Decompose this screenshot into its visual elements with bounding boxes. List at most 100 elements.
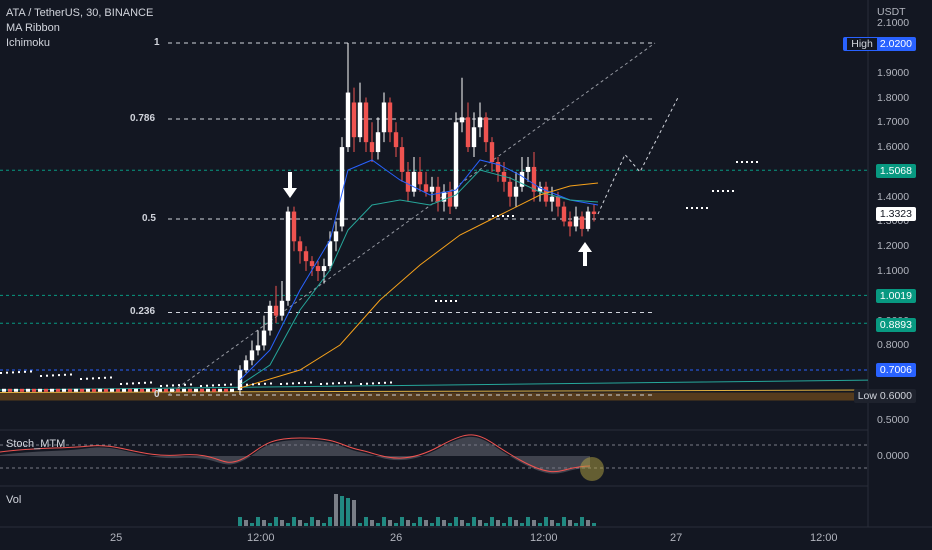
candle	[243, 360, 249, 371]
high-tag: High	[847, 38, 877, 50]
candle	[333, 231, 339, 242]
ichimoku-dot	[270, 382, 272, 385]
candle	[561, 206, 567, 222]
fib-level-label: 1	[154, 36, 160, 48]
time-tick: 12:00	[810, 532, 838, 544]
ichimoku-dot	[746, 161, 748, 163]
ichimoku-dot	[86, 377, 88, 380]
osc-area	[0, 436, 590, 474]
candle	[579, 216, 585, 229]
candle	[80, 388, 84, 392]
volume-bar	[472, 517, 476, 526]
ichimoku-dot	[712, 190, 714, 192]
symbol-title[interactable]: ATA / TetherUS, 30, BINANCE	[6, 7, 154, 19]
ichimoku-dot	[212, 384, 214, 387]
candle	[285, 211, 291, 301]
ichimoku-dot	[80, 378, 82, 380]
candle	[585, 211, 591, 229]
candle	[489, 142, 495, 162]
current-price-badge: 1.3323	[875, 207, 916, 221]
candle	[567, 221, 573, 227]
ichimoku-dot	[455, 300, 457, 302]
candle	[393, 132, 399, 148]
price-tick: 1.4000	[877, 190, 910, 203]
candle	[164, 388, 168, 392]
candle	[26, 388, 30, 392]
candle	[218, 388, 222, 392]
candle	[273, 305, 279, 316]
candle	[399, 147, 405, 172]
candle	[375, 132, 381, 153]
volume-label[interactable]: Vol	[6, 494, 22, 506]
volume-bar	[568, 520, 572, 526]
ichimoku-dot	[218, 384, 220, 387]
price-tick: 1.7000	[877, 116, 910, 129]
volume-bar	[592, 523, 596, 526]
candle	[14, 388, 18, 392]
indicator-ma-ribbon[interactable]: MA Ribbon	[6, 22, 60, 34]
ichimoku-dot	[326, 382, 328, 385]
candle	[116, 388, 120, 392]
candle	[531, 166, 537, 192]
ichimoku-dot	[435, 300, 437, 302]
ichimoku-dot	[104, 376, 106, 379]
volume-bar	[484, 523, 488, 526]
ichimoku-dot	[252, 383, 254, 386]
volume-bar	[418, 517, 422, 526]
ichimoku-dot	[338, 382, 340, 385]
indicator-ichimoku[interactable]: Ichimoku	[6, 37, 51, 49]
volume-bar	[550, 520, 554, 526]
time-tick: 12:00	[530, 532, 558, 544]
volume-bar	[526, 517, 530, 526]
candle	[405, 171, 411, 192]
candle	[525, 166, 531, 172]
volume-bar	[448, 523, 452, 526]
price-tick: 1.1000	[877, 265, 910, 278]
candle	[56, 388, 60, 392]
candle	[591, 211, 597, 215]
ichimoku-dot	[98, 377, 100, 380]
candle	[38, 388, 42, 392]
price-tick: 0.8000	[877, 339, 910, 352]
ichimoku-dot	[701, 207, 703, 209]
ichimoku-dot	[18, 371, 20, 374]
ichimoku-dot	[120, 383, 122, 385]
volume-bar	[268, 523, 272, 526]
candle	[134, 388, 138, 392]
price-badge-1: 1.5068	[875, 164, 916, 178]
stoch-mtm-label[interactable]: Stoch_MTM	[6, 438, 66, 450]
price-tick: 0.5000	[877, 413, 910, 426]
candle	[387, 102, 393, 133]
price-badge-3: 0.8893	[875, 318, 916, 332]
volume-bar	[394, 523, 398, 526]
volume-bar	[370, 520, 374, 526]
ichimoku-dot	[150, 381, 152, 384]
ma-line	[239, 182, 599, 389]
ichimoku-dot	[378, 382, 380, 385]
ichimoku-dot	[736, 161, 738, 163]
candle	[447, 191, 453, 207]
fib-level-label: 0.5	[142, 212, 156, 224]
volume-bar	[412, 523, 416, 526]
volume-bar	[514, 520, 518, 526]
volume-bar	[292, 517, 296, 526]
volume-bar	[520, 523, 524, 526]
volume-bar	[508, 517, 512, 526]
ichimoku-dot	[126, 382, 128, 385]
ichimoku-dot	[344, 381, 346, 384]
volume-bar	[580, 517, 584, 526]
volume-bar	[478, 520, 482, 526]
candle	[483, 117, 489, 143]
ichimoku-dot	[240, 384, 242, 386]
ichimoku-dot	[741, 161, 743, 163]
candle	[441, 191, 447, 202]
ichimoku-dot	[756, 161, 758, 163]
ichimoku-dot	[144, 381, 146, 384]
ichimoku-dot	[507, 215, 509, 217]
chart-legend: ATA / TetherUS, 30, BINANCE MA Ribbon Ic…	[6, 6, 153, 51]
candle	[224, 388, 228, 392]
ichimoku-dot	[58, 374, 60, 377]
ichimoku-dot	[440, 300, 442, 302]
volume-bar	[274, 517, 278, 526]
